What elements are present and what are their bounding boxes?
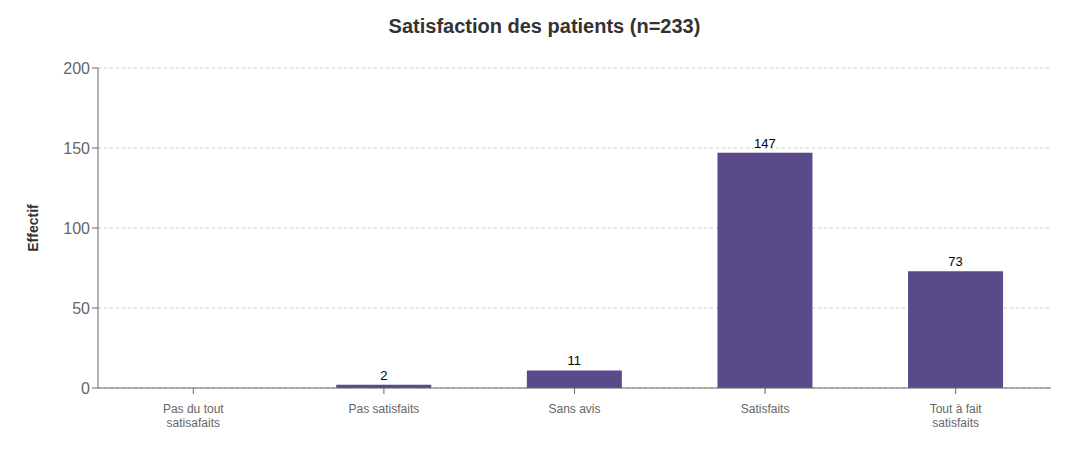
svg-text:11: 11 [568,353,582,368]
svg-text:50: 50 [72,300,90,317]
svg-text:2: 2 [380,368,387,383]
svg-text:Sans avis: Sans avis [548,402,600,416]
svg-text:150: 150 [63,140,90,157]
html-text:Satisfaction des patients (n=2: Satisfaction des patients (n=233) [388,15,701,37]
svg-text:Effectif: Effectif [25,204,41,252]
svg-text:147: 147 [754,136,776,151]
svg-text:Pas du toutsatisafaits: Pas du toutsatisafaits [163,402,224,430]
svg-text:100: 100 [63,220,90,237]
svg-text:200: 200 [63,60,90,77]
svg-text:Satisfaits: Satisfaits [741,402,790,416]
svg-text:Tout à faitsatisfaits: Tout à faitsatisfaits [930,402,983,430]
svg-text:73: 73 [948,254,962,269]
svg-text:0: 0 [81,380,90,397]
svg-text:Pas satisfaits: Pas satisfaits [349,402,420,416]
